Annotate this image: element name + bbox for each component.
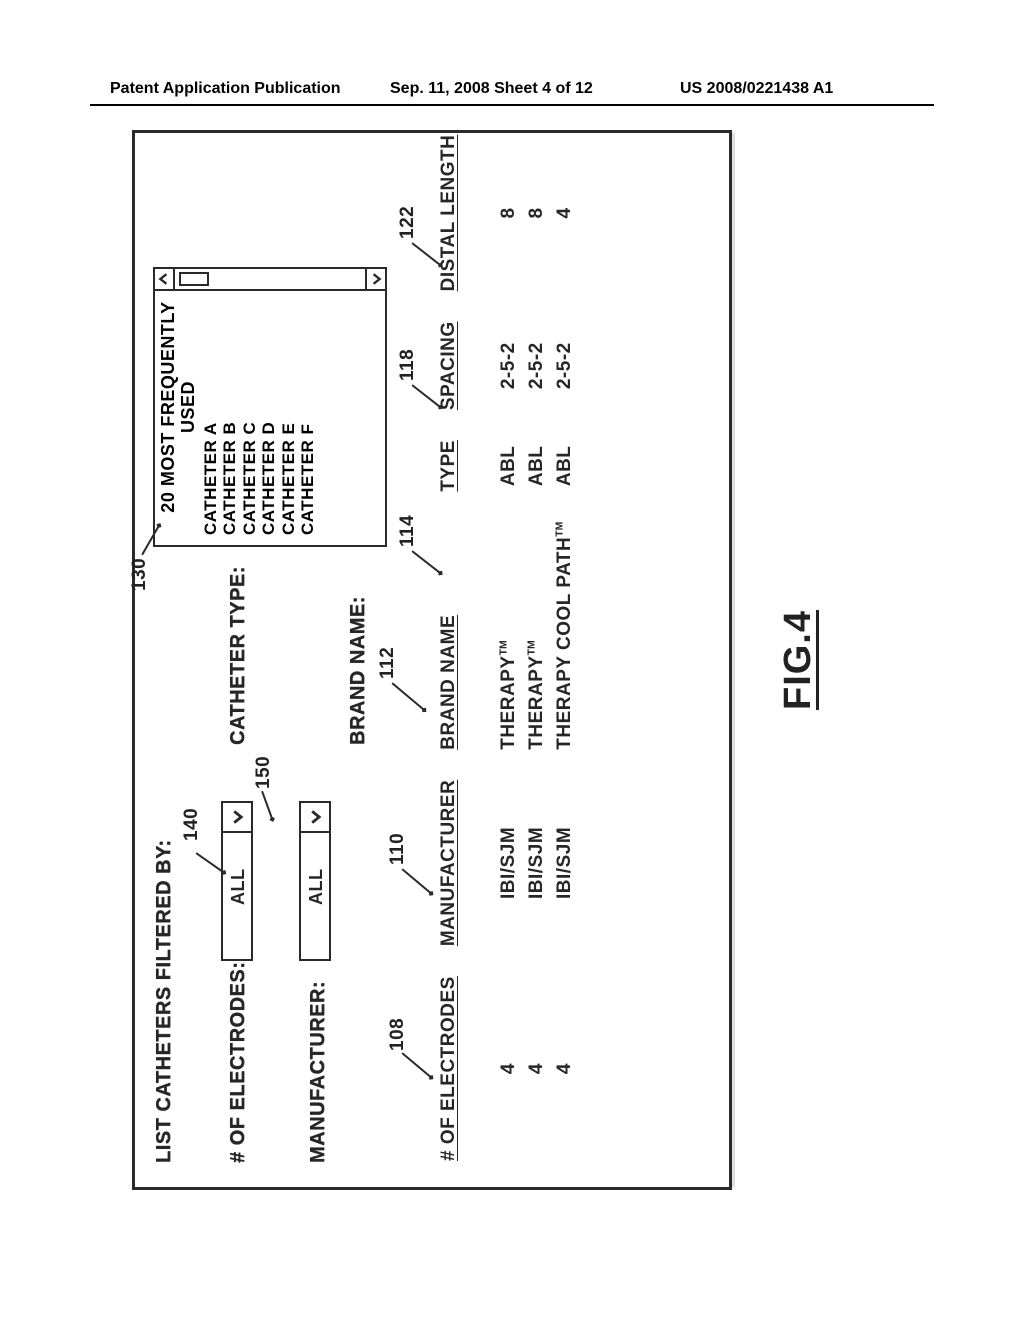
manufacturer-value: ALL	[306, 869, 327, 906]
cell: THERAPYTM	[496, 508, 522, 764]
electrodes-label: # OF ELECTRODES:	[227, 962, 250, 1163]
list-item[interactable]: CATHETER A	[201, 269, 221, 545]
listbox-title-2: USED	[178, 381, 198, 433]
chevron-down-icon[interactable]	[301, 803, 329, 833]
cell: IBI/SJM	[496, 766, 522, 960]
lead-112	[391, 682, 424, 711]
ref-140: 140	[181, 808, 203, 841]
col-distal: DISTAL LENGTH	[437, 121, 494, 306]
tm-icon: TM	[499, 640, 510, 655]
table-row: 4 IBI/SJM THERAPYTM ABL 2-5-2 8	[524, 121, 550, 1175]
ref-114: 114	[397, 515, 419, 547]
list-item[interactable]: CATHETER B	[220, 269, 240, 545]
list-item[interactable]: CATHETER D	[259, 269, 279, 545]
chevron-down-icon[interactable]	[223, 803, 251, 833]
header-rule	[90, 104, 934, 106]
figure-frame: LIST CATHETERS FILTERED BY: # OF ELECTRO…	[132, 130, 732, 1190]
ref-122: 122	[397, 206, 419, 239]
chevron-down-icon[interactable]	[365, 269, 385, 289]
cell: 8	[524, 121, 550, 306]
cell: ABL	[496, 426, 522, 506]
table-header-row: # OF ELECTRODES MANUFACTURER BRAND NAME …	[437, 121, 494, 1175]
cell: ABL	[552, 426, 578, 506]
brand-name-label: BRAND NAME:	[347, 596, 370, 745]
cell: 2-5-2	[496, 307, 522, 424]
catheter-type-label: CATHETER TYPE:	[227, 566, 250, 745]
listbox-title-1: 20 MOST FREQUENTLY	[158, 301, 178, 512]
cell: 8	[496, 121, 522, 306]
cell: 2-5-2	[552, 307, 578, 424]
cell: IBI/SJM	[524, 766, 550, 960]
electrodes-value: ALL	[228, 869, 249, 906]
brand-text: THERAPY	[498, 655, 519, 749]
ref-110: 110	[387, 833, 409, 865]
cell: 4	[552, 121, 578, 306]
list-item[interactable]: CATHETER F	[298, 269, 318, 545]
listbox-scrollbar[interactable]	[155, 269, 385, 291]
col-type: TYPE	[437, 426, 494, 506]
lead-150	[261, 791, 273, 820]
col-manufacturer: MANUFACTURER	[437, 766, 494, 960]
filter-title: LIST CATHETERS FILTERED BY:	[153, 840, 176, 1164]
catheter-table: # OF ELECTRODES MANUFACTURER BRAND NAME …	[435, 119, 580, 1177]
listbox-title: 20 MOST FREQUENTLY USED	[155, 269, 201, 545]
cell: 2-5-2	[524, 307, 550, 424]
brand-text: THERAPY COOL PATH	[554, 537, 575, 750]
ref-118: 118	[397, 349, 419, 381]
manufacturer-dropdown[interactable]: ALL	[299, 801, 331, 961]
lead-110	[401, 868, 431, 894]
chevron-up-icon[interactable]	[155, 269, 175, 289]
header-left: Patent Application Publication	[110, 80, 341, 98]
table-row: 4 IBI/SJM THERAPY COOL PATHTM ABL 2-5-2 …	[552, 121, 578, 1175]
lead-108	[401, 1052, 431, 1078]
electrodes-dropdown[interactable]: ALL	[221, 801, 253, 961]
figure-caption: FIG.4	[777, 130, 820, 1190]
cell: THERAPY COOL PATHTM	[552, 508, 578, 764]
col-spacing: SPACING	[437, 307, 494, 424]
cell: IBI/SJM	[552, 766, 578, 960]
list-item[interactable]: CATHETER E	[279, 269, 299, 545]
table-row: 4 IBI/SJM THERAPYTM ABL 2-5-2 8	[496, 121, 522, 1175]
cell: 4	[552, 962, 578, 1175]
ref-112: 112	[377, 647, 399, 679]
cell: 4	[496, 962, 522, 1175]
scrollbar-thumb[interactable]	[179, 272, 209, 286]
cell: ABL	[524, 426, 550, 506]
figure-4: LIST CATHETERS FILTERED BY: # OF ELECTRO…	[132, 130, 892, 1190]
cell: THERAPYTM	[524, 508, 550, 764]
col-brand: BRAND NAME	[437, 508, 494, 764]
col-electrodes: # OF ELECTRODES	[437, 962, 494, 1175]
brand-text: THERAPY	[526, 655, 547, 749]
ref-130: 130	[129, 558, 151, 591]
tm-icon: TM	[527, 640, 538, 655]
ref-108: 108	[387, 1018, 409, 1051]
header-center: Sep. 11, 2008 Sheet 4 of 12	[390, 80, 593, 98]
header-right: US 2008/0221438 A1	[680, 80, 833, 98]
most-frequent-listbox[interactable]: 20 MOST FREQUENTLY USED CATHETER A CATHE…	[153, 267, 387, 547]
ref-150: 150	[253, 756, 275, 789]
list-item[interactable]: CATHETER C	[240, 269, 260, 545]
manufacturer-label: MANUFACTURER:	[307, 981, 330, 1163]
cell: 4	[524, 962, 550, 1175]
tm-icon: TM	[555, 522, 566, 537]
